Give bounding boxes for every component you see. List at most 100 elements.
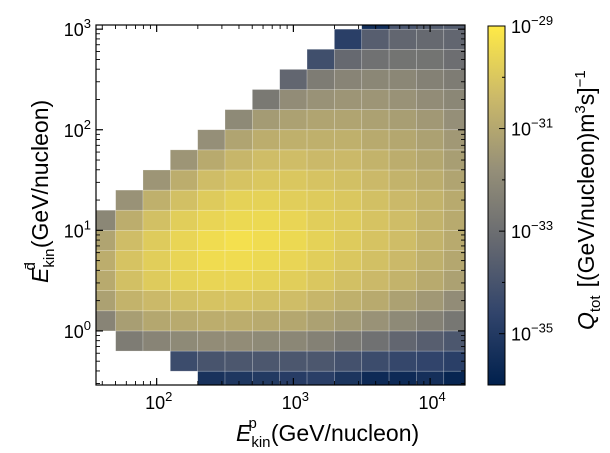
heatmap-cell: [334, 129, 363, 151]
x-axis-label-sup: p: [249, 415, 257, 432]
heatmap-cell: [252, 169, 281, 191]
heatmap-cell: [334, 310, 363, 332]
heatmap-cell: [306, 330, 335, 352]
heatmap-cell: [197, 350, 226, 372]
heatmap-cell: [224, 169, 253, 191]
heatmap-cell: [416, 28, 445, 50]
heatmap-cell: [443, 25, 465, 30]
heatmap-cell: [279, 189, 308, 211]
heatmap-cell: [279, 230, 308, 251]
heatmap-cell: [306, 48, 335, 70]
heatmap-cell: [443, 270, 465, 291]
heatmap-cell: [115, 209, 144, 231]
heatmap-cell: [388, 189, 417, 211]
heatmap-cell: [361, 149, 390, 171]
heatmap-cell: [224, 149, 253, 171]
heatmap-cell: [416, 109, 445, 131]
plot-frame: [95, 24, 466, 386]
heatmap-cell: [361, 69, 390, 90]
heatmap-cell: [170, 270, 198, 291]
heatmap-cell: [306, 169, 335, 191]
heatmap-cell: [306, 370, 335, 385]
x-tick-label: 103: [282, 389, 309, 413]
heatmap-cell: [443, 169, 465, 191]
heatmap-cell: [170, 290, 198, 312]
heatmap-cell: [306, 189, 335, 211]
heatmap-cell: [170, 310, 198, 332]
heatmap-cell: [170, 169, 198, 191]
heatmap-cell: [224, 270, 253, 291]
heatmap-cell: [334, 189, 363, 211]
heatmap-cell: [224, 330, 253, 352]
colorbar-label-sub: tot: [587, 295, 604, 313]
heatmap-cell: [334, 149, 363, 171]
y-tick-label: 100: [64, 318, 91, 342]
heatmap-cell: [443, 370, 465, 385]
heatmap-cell: [197, 370, 226, 385]
heatmap-cell: [197, 270, 226, 291]
heatmap-cell: [443, 209, 465, 231]
heatmap-cell: [361, 310, 390, 332]
heatmap-cell: [361, 169, 390, 191]
heatmap-cell: [416, 330, 445, 352]
heatmap-cell: [334, 270, 363, 291]
heatmap-cell: [252, 189, 281, 211]
heatmap-cell: [252, 330, 281, 352]
y-axis-label-sup: d̄: [22, 262, 39, 270]
heatmap-cell: [170, 149, 198, 171]
heatmap-cell: [170, 189, 198, 211]
heatmap-cell: [197, 310, 226, 332]
heatmap-cell: [252, 230, 281, 251]
y-axis-label-symbol: E: [27, 267, 53, 283]
heatmap-cell: [306, 149, 335, 171]
heatmap-cell: [443, 129, 465, 151]
colorbar-tick-label: 10−33: [511, 218, 553, 242]
heatmap-cell: [334, 89, 363, 110]
heatmap-cell: [279, 350, 308, 372]
heatmap-cell: [197, 230, 226, 251]
x-tick-label: 104: [418, 389, 445, 413]
heatmap-cell: [306, 310, 335, 332]
heatmap-cell: [388, 109, 417, 131]
heatmap-cell: [306, 69, 335, 90]
heatmap-cell: [306, 230, 335, 251]
heatmap-cell: [334, 48, 363, 70]
heatmap-cell: [388, 69, 417, 90]
heatmap-cell: [361, 109, 390, 131]
heatmap-cell: [306, 209, 335, 231]
heatmap-cells: [96, 25, 465, 385]
heatmap-cell: [443, 149, 465, 171]
heatmap-cell: [443, 89, 465, 110]
heatmap-cell: [416, 89, 445, 110]
heatmap-cell: [334, 109, 363, 131]
heatmap-cell: [443, 69, 465, 90]
colorbar-label-sup2: −1: [572, 70, 589, 87]
heatmap-cell: [115, 230, 144, 251]
heatmap-cell: [416, 48, 445, 70]
heatmap-cell: [252, 350, 281, 372]
heatmap-cell: [388, 25, 417, 30]
heatmap-cell: [416, 129, 445, 151]
y-axis-label: Ekind̄ (GeV/nucleon): [22, 100, 58, 283]
heatmap-cell: [252, 209, 281, 231]
heatmap-cell: [115, 290, 144, 312]
heatmap-cell: [252, 89, 281, 110]
heatmap-cell: [361, 129, 390, 151]
x-axis-label-unit: (GeV/nucleon): [271, 420, 419, 446]
heatmap-cell: [197, 129, 226, 151]
heatmap-cell: [306, 109, 335, 131]
colorbar-tick-label: 10−35: [511, 321, 553, 345]
heatmap-cell: [279, 149, 308, 171]
colorbar-tick-label: 10−29: [511, 13, 553, 37]
colorbar-label-symbol: Q: [573, 312, 599, 330]
y-tick-label: 102: [64, 117, 91, 141]
heatmap-cell: [142, 290, 171, 312]
heatmap-cell: [96, 310, 116, 332]
heatmap-cell: [170, 209, 198, 231]
y-tick-label: 103: [64, 16, 91, 40]
heatmap-cell: [306, 250, 335, 271]
heatmap-cell: [334, 330, 363, 352]
heatmap-cell: [443, 230, 465, 251]
heatmap-cell: [279, 69, 308, 90]
heatmap-cell: [443, 330, 465, 352]
